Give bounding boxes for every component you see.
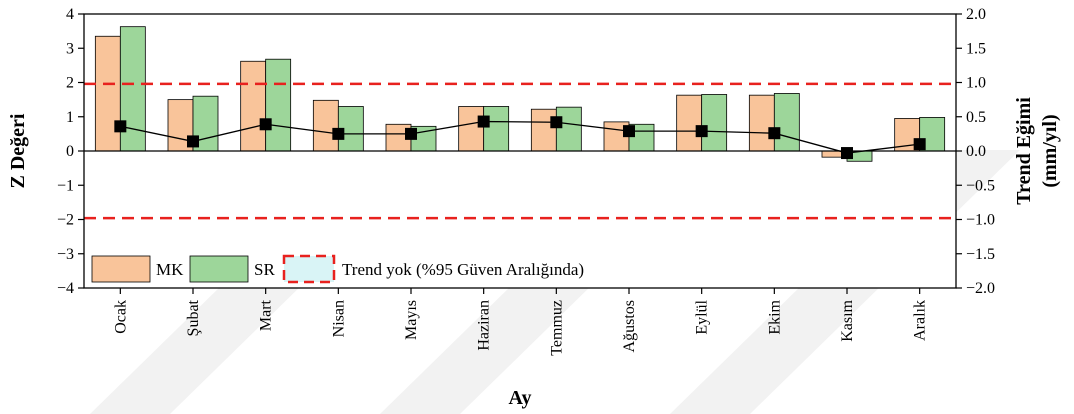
x-tick-label-1: Ocak xyxy=(112,300,129,334)
y-tick-label: −1 xyxy=(57,177,74,194)
x-tick-label-3: Mart xyxy=(258,299,275,331)
x-tick-label-5: Mayıs xyxy=(403,300,420,340)
x-tick-label-9: Eylül xyxy=(694,299,711,334)
bar-mk-6 xyxy=(458,106,485,152)
y-right-tick-label: 0.5 xyxy=(966,109,986,126)
bar-mk-9 xyxy=(676,94,703,152)
y-right-tick-label: −0.5 xyxy=(966,177,995,194)
y-axis-title: Z Değeri xyxy=(7,113,29,188)
axes: −4 −3 −2 −1 0 1 2 3 4 −2.0 −1.5 −1.0 −0.5 0.0 0.5 1.0 1.… xyxy=(7,6,1061,409)
x-tick-label-7: Temmuz xyxy=(548,300,565,356)
trend-slope-marker-1 xyxy=(114,120,127,133)
trend-slope-marker-2 xyxy=(187,135,199,148)
bar-sr-1 xyxy=(119,26,146,152)
y-right-tick-label: −1.0 xyxy=(966,212,995,229)
trend-slope-marker-10 xyxy=(768,127,781,140)
x-tick-label-12: Aralık xyxy=(912,300,929,341)
trend-slope-marker-9 xyxy=(695,125,708,138)
legend-label-trend-yok: Trend yok (%95 Güven Aralığında) xyxy=(342,260,584,279)
x-tick-label-8: Ağustos xyxy=(621,300,638,352)
y-tick-label: 0 xyxy=(66,143,74,160)
y-right-tick-label: 2.0 xyxy=(966,6,986,23)
trend-slope-marker-8 xyxy=(623,125,635,138)
legend: MK SR Trend yok (%95 Güven Aralığında) xyxy=(91,254,584,284)
bar-mk-7 xyxy=(530,108,557,152)
y-tick-label: 3 xyxy=(66,40,74,57)
y-right-tick-label: −2.0 xyxy=(966,280,995,297)
plot-area xyxy=(84,14,956,288)
trend-slope-marker-11 xyxy=(841,147,853,160)
y-right-tick-label: 1.0 xyxy=(966,75,986,92)
y-right-tick-label: −1.5 xyxy=(966,246,995,263)
x-tick-label-2: Şubat xyxy=(185,299,202,336)
bar-sr-7 xyxy=(555,106,582,152)
bar-sr-9 xyxy=(701,94,728,152)
trend-slope-line xyxy=(120,120,920,154)
y-right-axis-title-line-2: (mm/yıl) xyxy=(1039,114,1061,187)
trend-slope-marker-12 xyxy=(913,138,926,151)
bar-sr-6 xyxy=(483,106,510,152)
legend-label-mk: MK xyxy=(156,260,184,279)
y-right-tick-label: 1.5 xyxy=(966,40,986,57)
trend-slope-marker-3 xyxy=(259,118,272,131)
legend-swatch-mk xyxy=(91,255,151,283)
trend-slope-marker-4 xyxy=(332,127,345,140)
bar-mk-1 xyxy=(94,35,121,152)
y-tick-label: −2 xyxy=(57,212,74,229)
bar-sr-3 xyxy=(265,58,292,152)
x-axis-title: Ay xyxy=(509,387,532,409)
trend-slope-marker-5 xyxy=(405,127,417,140)
bar-mk-10 xyxy=(748,94,775,152)
trend-slope-marker-7 xyxy=(550,116,563,129)
x-tick-label-4: Nisan xyxy=(330,300,347,337)
y-tick-label: 2 xyxy=(66,75,74,92)
legend-swatch-trend-yok xyxy=(282,254,336,284)
bar-sr-10 xyxy=(773,93,800,152)
x-tick-label-11: Kasım xyxy=(839,299,856,341)
legend-swatch-sr xyxy=(189,255,249,283)
x-tick-label-6: Haziran xyxy=(476,300,493,351)
legend-label-sr: SR xyxy=(254,260,275,279)
y-tick-label: 1 xyxy=(66,109,74,126)
y-right-axis-title-line-1: Trend Eğimi xyxy=(1013,97,1035,205)
x-tick-label-10: Ekim xyxy=(766,299,783,334)
trend-slope-marker-6 xyxy=(477,115,490,128)
y-tick-label: 4 xyxy=(66,6,74,23)
bar-mk-3 xyxy=(240,60,267,152)
bar-mk-4 xyxy=(312,99,339,152)
y-tick-label: −3 xyxy=(57,246,74,263)
y-tick-label: −4 xyxy=(57,280,74,297)
y-right-tick-label: 0.0 xyxy=(966,143,986,160)
